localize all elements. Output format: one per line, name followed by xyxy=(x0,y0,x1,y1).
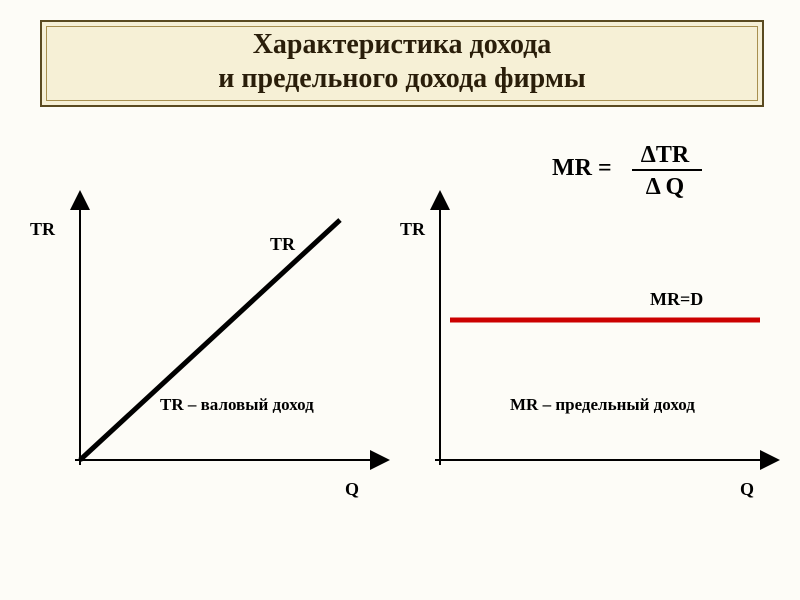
title-line-1: Характеристика дохода xyxy=(42,28,762,62)
mr-line-label: MR=D xyxy=(650,289,703,309)
tr-line xyxy=(80,220,340,460)
right-chart: TR Q MR=D MR – предельный доход xyxy=(400,200,770,499)
title-line-2: и предельного дохода фирмы xyxy=(42,62,762,96)
formula-top: ΔTR xyxy=(641,142,690,168)
left-y-label: TR xyxy=(30,219,56,239)
formula-bottom: Δ Q xyxy=(646,174,684,200)
title-frame: Характеристика дохода и предельного дохо… xyxy=(40,20,764,107)
right-x-label: Q xyxy=(740,479,754,499)
tr-line-label: TR xyxy=(270,234,296,254)
right-y-label: TR xyxy=(400,219,426,239)
left-caption: TR – валовый доход xyxy=(160,395,314,414)
formula-group: MR = ΔTR Δ Q xyxy=(552,142,702,200)
formula-lhs: MR = xyxy=(552,155,612,181)
right-caption: MR – предельный доход xyxy=(510,395,695,414)
left-x-label: Q xyxy=(345,479,359,499)
left-chart: TR Q TR TR – валовый доход xyxy=(30,200,380,499)
charts-container: MR = ΔTR Δ Q TR Q TR TR – валовый доход xyxy=(0,120,800,600)
